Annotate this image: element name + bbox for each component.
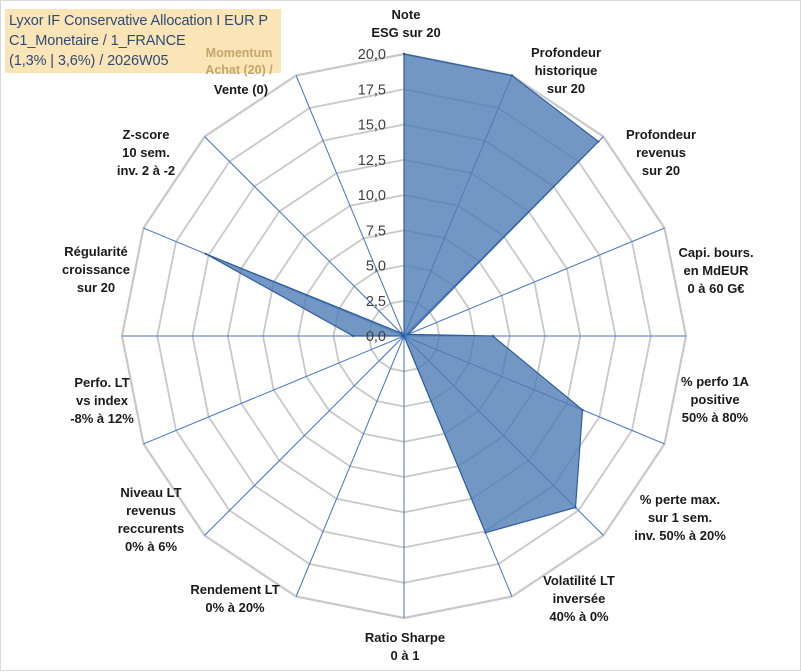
- tick-label: 10,0: [358, 188, 386, 204]
- axis-spoke: [295, 75, 405, 337]
- tick-label: 15,0: [358, 118, 386, 134]
- data-point: [491, 334, 494, 338]
- axis-label-esg: Note ESG sur 20: [371, 7, 441, 40]
- fund-info-box: Lyxor IF Conservative Allocation I EUR P…: [5, 9, 281, 77]
- axis-spoke: [403, 227, 665, 337]
- data-point: [581, 408, 584, 412]
- data-point: [399, 331, 403, 335]
- axis-label-capi-bours: Capi. bours. en MdEUR 0 à 60 G€: [678, 245, 754, 296]
- axis-spoke: [295, 335, 405, 597]
- data-point: [574, 506, 577, 509]
- axis-spoke: [204, 136, 405, 337]
- data-point: [597, 140, 600, 143]
- tick-label: 7,5: [366, 223, 386, 239]
- momentum-label: Momentum: [205, 46, 273, 60]
- axis-label-volatilite: Volatilité LT inversée 40% à 0%: [543, 573, 615, 624]
- axis-label-perfo-lt: Perfo. LT vs index -8% à 12%: [70, 375, 134, 426]
- fund-period: (1,3% | 3,6%) / 2026W05: [9, 53, 169, 69]
- tick-label: 0,0: [366, 329, 386, 345]
- axis-label-ratio-sharpe: Ratio Sharpe 0 à 1: [364, 630, 446, 663]
- axis-label-perfo-1a: % perfo 1A positive 50% à 80%: [681, 374, 749, 425]
- data-point: [484, 531, 487, 534]
- tick-label: 2,5: [366, 294, 386, 310]
- data-point: [406, 333, 410, 336]
- momentum-sell: Vente (0): [213, 82, 269, 97]
- data-point: [402, 334, 406, 338]
- axis-label-profondeur-historique: Profondeur historique sur 20: [530, 45, 602, 96]
- data-point: [204, 252, 208, 256]
- axis-label-niveau-lt: Niveau LT revenus reccurents 0% à 6%: [117, 485, 185, 554]
- axis-label-profondeur-revenus: Profondeur revenus sur 20: [625, 127, 697, 178]
- tick-label: 5,0: [366, 259, 386, 275]
- axis-spoke: [143, 335, 405, 445]
- data-point: [510, 74, 514, 77]
- momentum-buy: Achat (20) /: [205, 63, 273, 77]
- tick-label: 20,0: [358, 47, 386, 63]
- data-point: [402, 52, 406, 56]
- data-point: [352, 334, 355, 338]
- axis-label-regularite: Régularité croissance sur 20: [62, 244, 130, 295]
- axis-spoke: [204, 335, 405, 536]
- axis-label-perte-max: % perte max. sur 1 sem. inv. 50% à 20%: [634, 492, 726, 543]
- fund-category: C1_Monetaire / 1_FRANCE: [9, 33, 186, 49]
- axis-label-z-score: Z-score 10 sem. inv. 2 à -2: [116, 127, 176, 178]
- series-area: [205, 53, 600, 534]
- fund-name: Lyxor IF Conservative Allocation I EUR P: [9, 13, 268, 29]
- tick-label: 12,5: [358, 153, 386, 169]
- axis-label-rendement-lt: Rendement LT 0% à 20%: [190, 582, 280, 615]
- tick-label: 17,5: [358, 82, 386, 98]
